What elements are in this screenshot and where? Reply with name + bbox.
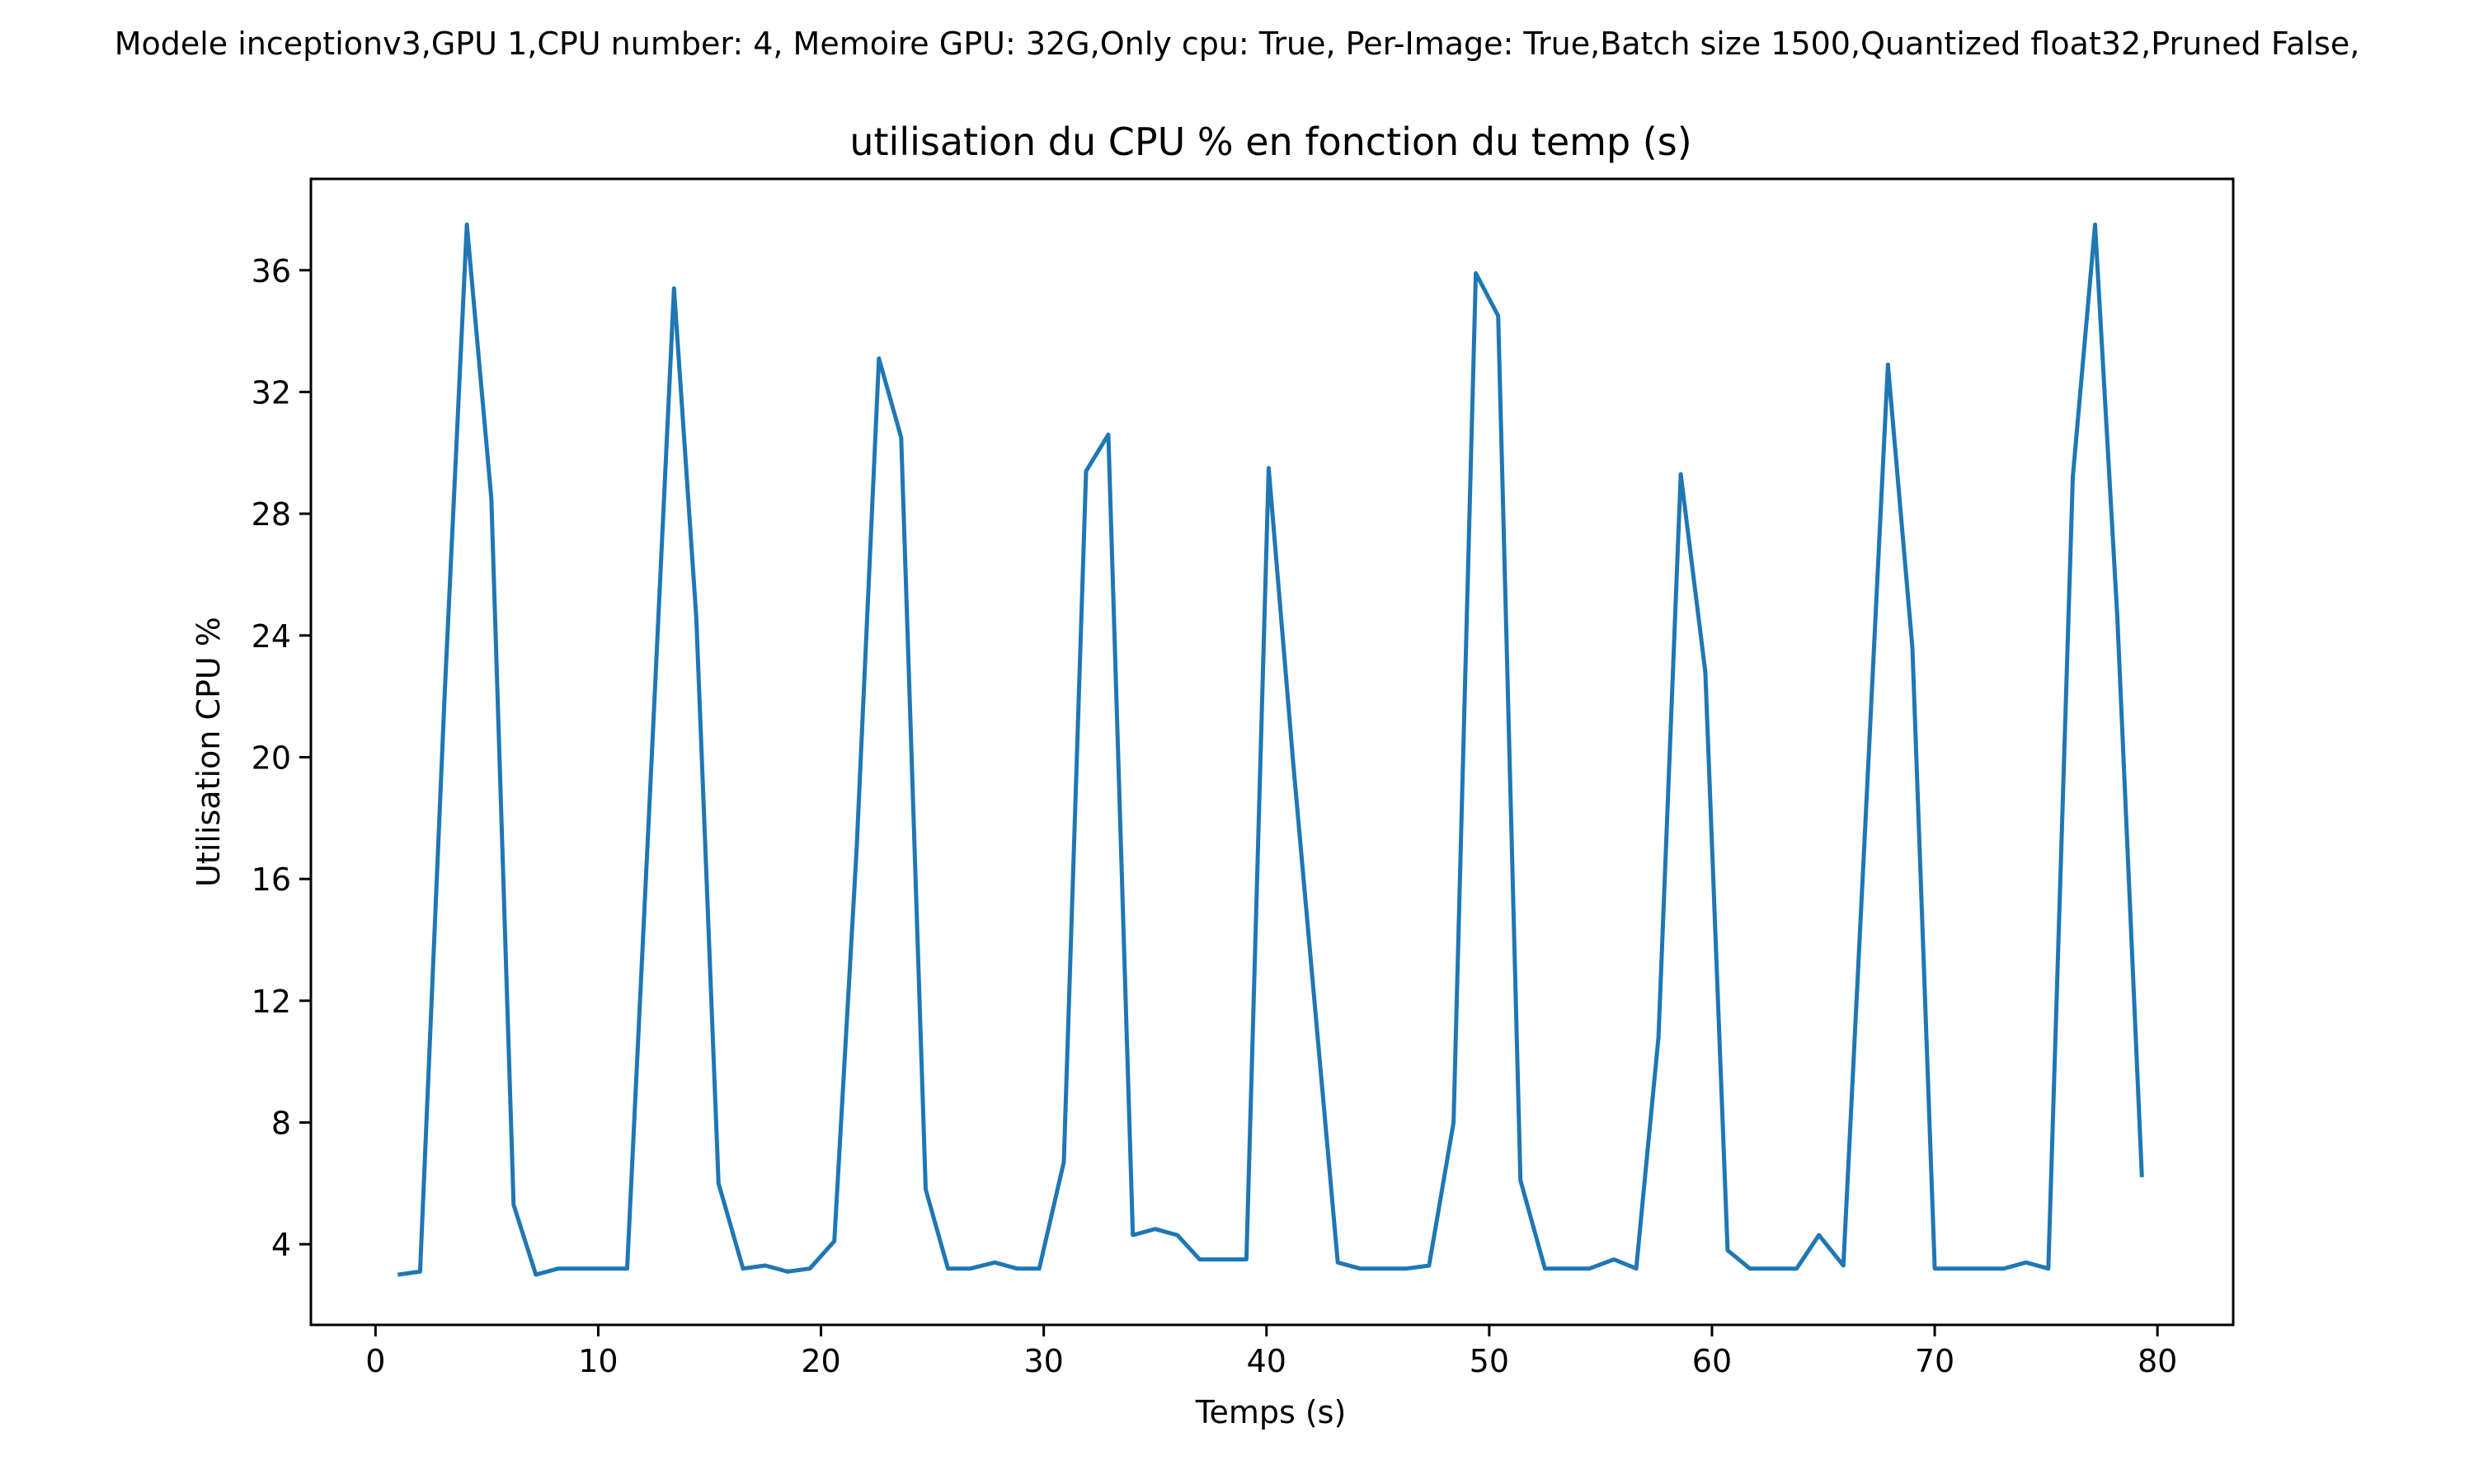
chart-header: Modele inceptionv3,GPU 1,CPU number: 4, … bbox=[115, 26, 2360, 62]
plot-frame bbox=[309, 177, 2235, 1327]
y-tick-label: 16 bbox=[252, 862, 291, 898]
x-tick-label: 30 bbox=[1023, 1343, 1063, 1379]
y-tick-label: 20 bbox=[252, 740, 291, 776]
y-tick-label: 36 bbox=[252, 253, 291, 289]
x-tick-label: 80 bbox=[2138, 1343, 2177, 1379]
axis-ticks: 0 10 20 30 40 50 60 70 80 4 8 12 16 20 24 28 32 36 bbox=[252, 253, 2178, 1379]
x-tick-label: 0 bbox=[365, 1343, 385, 1379]
y-tick-label: 32 bbox=[252, 374, 291, 411]
y-tick-label: 28 bbox=[252, 496, 291, 533]
y-tick-label: 4 bbox=[271, 1227, 291, 1263]
series-line bbox=[397, 222, 2144, 1277]
x-tick-label: 60 bbox=[1692, 1343, 1732, 1379]
x-tick-label: 50 bbox=[1470, 1343, 1509, 1379]
chart-title: utilisation du CPU % en fonction du temp… bbox=[849, 120, 1691, 164]
y-tick-label: 8 bbox=[271, 1105, 291, 1141]
y-axis-label: Utilisation CPU % bbox=[190, 617, 227, 887]
y-tick-label: 24 bbox=[252, 618, 291, 655]
y-tick-label: 12 bbox=[252, 984, 291, 1020]
x-axis-label: Temps (s) bbox=[1195, 1394, 1347, 1430]
x-tick-label: 70 bbox=[1915, 1343, 1954, 1379]
x-tick-label: 20 bbox=[801, 1343, 840, 1379]
x-tick-label: 10 bbox=[578, 1343, 618, 1379]
x-tick-label: 40 bbox=[1247, 1343, 1286, 1379]
